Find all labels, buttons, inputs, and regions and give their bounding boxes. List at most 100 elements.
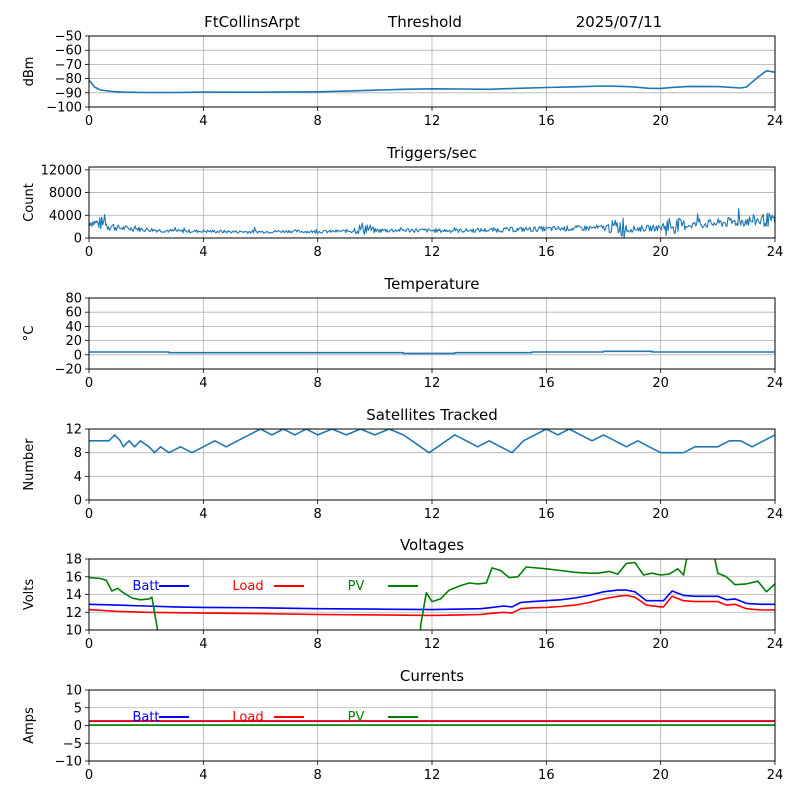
xtick-label: 8	[314, 637, 322, 652]
ytick-label: 12	[65, 606, 82, 621]
xtick-label: 0	[85, 114, 93, 129]
header-station: FtCollinsArpt	[204, 13, 300, 31]
xtick-label: 12	[424, 768, 441, 783]
plot-area	[89, 559, 775, 630]
ytick-label: 10	[65, 684, 82, 699]
legend-label: PV	[348, 579, 365, 594]
ytick-label: −100	[46, 101, 82, 116]
xtick-label: 24	[767, 376, 784, 391]
series-line-1	[89, 350, 775, 355]
series-line-2	[89, 594, 775, 617]
xtick-label: 20	[652, 245, 669, 260]
ytick-label: −50	[55, 30, 82, 45]
ytick-label: −80	[55, 72, 82, 87]
xtick-label: 0	[85, 768, 93, 783]
y-axis-label: dBm	[22, 57, 37, 87]
ytick-label: 14	[65, 588, 82, 603]
xtick-label: 16	[538, 768, 555, 783]
xtick-label: 16	[538, 245, 555, 260]
xtick-label: 16	[538, 507, 555, 522]
y-axis-label: °C	[22, 326, 37, 342]
legend-label: Load	[232, 579, 263, 594]
xtick-label: 12	[424, 507, 441, 522]
ytick-label: 8000	[49, 186, 82, 201]
xtick-label: 4	[199, 637, 207, 652]
y-axis-label: Amps	[22, 707, 37, 744]
xtick-label: 24	[767, 114, 784, 129]
ytick-label: 20	[65, 334, 82, 349]
chart-triggers: 0 4 8 12 16 20 24 0 4000 8000 12000 Triggers/sec Cou…	[22, 144, 783, 260]
ytick-label: −10	[55, 755, 82, 770]
ytick-label: −60	[55, 44, 82, 59]
chart-title: Currents	[400, 667, 464, 685]
xtick-label: 20	[652, 637, 669, 652]
ytick-label: 0	[74, 232, 82, 247]
header-date: 2025/07/11	[576, 13, 662, 31]
xtick-label: 4	[199, 768, 207, 783]
ytick-label: 60	[65, 306, 82, 321]
xtick-label: 0	[85, 376, 93, 391]
xtick-label: 12	[424, 637, 441, 652]
legend-label: Batt	[132, 710, 159, 725]
series-line-1	[89, 208, 775, 238]
chart-title: Triggers/sec	[386, 144, 477, 162]
xtick-label: 4	[199, 114, 207, 129]
legend-label: Load	[232, 710, 263, 725]
y-axis-label: Count	[22, 183, 37, 222]
ytick-label: 5	[74, 701, 82, 716]
legend-label: PV	[348, 710, 365, 725]
ytick-label: −70	[55, 58, 82, 73]
xtick-label: 12	[424, 376, 441, 391]
y-axis-label: Volts	[22, 579, 37, 611]
plot-area	[89, 70, 775, 94]
chart-voltages: 0 4 8 12 16 20 24 10 12 14 16 18 Voltages Volts Batt Lo…	[22, 536, 783, 652]
xtick-label: 24	[767, 245, 784, 260]
y-axis-label: Number	[22, 438, 37, 491]
ytick-label: 40	[65, 320, 82, 335]
xtick-label: 16	[538, 376, 555, 391]
ytick-label: 18	[65, 553, 82, 568]
xtick-label: 12	[424, 245, 441, 260]
xtick-label: 20	[652, 114, 669, 129]
ytick-label: 12000	[41, 163, 82, 178]
chart-currents: 0 4 8 12 16 20 24 −10 −5 0 5 10 Currents Amps Batt Load…	[22, 667, 783, 783]
header-title: Threshold	[387, 13, 462, 31]
chart-title: Temperature	[383, 275, 479, 293]
xtick-label: 8	[314, 114, 322, 129]
ytick-label: 0	[74, 494, 82, 509]
xtick-label: 8	[314, 507, 322, 522]
xtick-label: 20	[652, 376, 669, 391]
xtick-label: 8	[314, 245, 322, 260]
chart-title: Satellites Tracked	[366, 406, 497, 424]
xtick-label: 20	[652, 768, 669, 783]
plot-area	[89, 720, 775, 726]
series-line-3	[89, 559, 775, 630]
xtick-label: 12	[424, 114, 441, 129]
xtick-label: 0	[85, 245, 93, 260]
xtick-label: 4	[199, 507, 207, 522]
ytick-label: 16	[65, 570, 82, 585]
plot-area	[89, 350, 775, 355]
ytick-label: 80	[65, 292, 82, 307]
series-line-1	[89, 429, 775, 454]
ytick-label: −90	[55, 86, 82, 101]
xtick-label: 0	[85, 637, 93, 652]
xtick-label: 16	[538, 114, 555, 129]
xtick-label: 4	[199, 376, 207, 391]
xtick-label: 0	[85, 507, 93, 522]
chart-title: Voltages	[400, 536, 464, 554]
series-line-1	[89, 70, 775, 94]
xtick-label: 8	[314, 768, 322, 783]
ytick-label: 4	[74, 470, 82, 485]
xtick-label: 24	[767, 507, 784, 522]
xtick-label: 8	[314, 376, 322, 391]
xtick-label: 20	[652, 507, 669, 522]
ytick-label: 8	[74, 446, 82, 461]
ytick-label: 0	[74, 719, 82, 734]
plot-area	[89, 208, 775, 238]
ytick-label: 0	[74, 348, 82, 363]
xtick-label: 16	[538, 637, 555, 652]
xtick-label: 24	[767, 768, 784, 783]
chart-satellites: 0 4 8 12 16 20 24 0 4 8 12 Satellites Tracked Number	[22, 406, 783, 522]
